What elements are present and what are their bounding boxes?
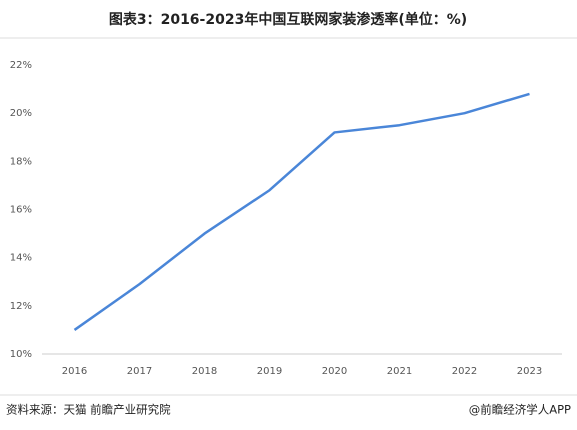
source: 资料来源：天猫 前瞻产业研究院: [6, 403, 171, 417]
y-tick-label: 18%: [10, 156, 32, 167]
x-tick-label: 2022: [452, 366, 477, 377]
x-tick-label: 2018: [192, 366, 217, 377]
chart-title: 图表3：2016-2023年中国互联网家装渗透率(单位：%): [109, 11, 467, 28]
y-tick-label: 12%: [10, 301, 32, 312]
x-tick-label: 2017: [127, 366, 152, 377]
credit: @前瞻经济学人APP: [469, 403, 571, 417]
x-tick-label: 2016: [62, 366, 87, 377]
y-tick-label: 14%: [10, 253, 32, 264]
y-tick-label: 20%: [10, 108, 32, 119]
x-tick-label: 2021: [387, 366, 412, 377]
y-tick-label: 16%: [10, 205, 32, 216]
y-tick-label: 22%: [10, 60, 32, 71]
x-tick-label: 2020: [322, 366, 347, 377]
y-tick-label: 10%: [10, 349, 32, 360]
x-tick-label: 2023: [517, 366, 542, 377]
line-series: [73, 92, 530, 331]
x-tick-label: 2019: [257, 366, 282, 377]
